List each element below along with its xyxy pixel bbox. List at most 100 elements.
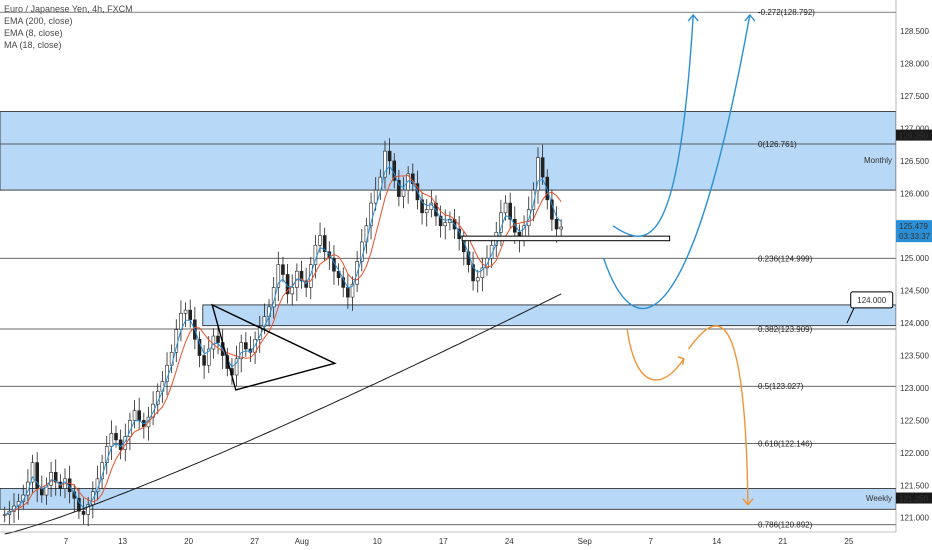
candle [244, 332, 248, 357]
candle-body [53, 472, 58, 483]
candle [26, 469, 30, 505]
projection-orange-2 [687, 325, 749, 505]
candle-body [364, 225, 369, 243]
time-tick-label: Sep [578, 537, 593, 546]
candle-body [480, 267, 485, 278]
candle [104, 435, 109, 475]
candle-body [406, 173, 410, 191]
candle [81, 498, 86, 525]
legend-ma18: MA (18, close) [4, 40, 62, 50]
candle-body [239, 342, 244, 360]
price-tick-label: 128.500 [900, 27, 929, 36]
callout-box [850, 291, 894, 309]
candle-body [485, 257, 489, 269]
candle-body [336, 270, 341, 278]
price-tick-label: 124.000 [900, 319, 929, 328]
candle [53, 459, 58, 496]
price-tick-label: 125.000 [900, 254, 929, 263]
candle-body [540, 157, 545, 178]
candle-body [202, 355, 206, 366]
candle [485, 245, 489, 276]
candle [118, 429, 123, 460]
candle-body [420, 199, 424, 214]
ema200-line [4, 293, 562, 535]
time-tick-label: Aug [295, 537, 309, 546]
candle-body [554, 218, 559, 230]
price-tick-label: 121.000 [900, 514, 929, 523]
candle [508, 192, 512, 230]
price-tick-label: 126.000 [900, 189, 929, 198]
price-tick-label: 121.500 [900, 481, 929, 490]
candle-body [373, 189, 378, 204]
candle [322, 227, 327, 262]
ema8-line [4, 165, 562, 515]
candle-body [188, 309, 193, 321]
candle-body [438, 215, 443, 227]
candle [160, 371, 165, 403]
candle [540, 144, 545, 185]
candle [531, 182, 536, 222]
zone-price-tag [896, 492, 932, 504]
candle-body [350, 283, 355, 298]
projection-orange-1 [626, 329, 685, 381]
candle-body [26, 481, 30, 496]
zone-weekly [0, 488, 897, 510]
candle [420, 192, 424, 225]
projection-blue-2 [602, 14, 751, 310]
last-price-label: 125.479 [899, 222, 928, 231]
candle [336, 263, 341, 286]
candle-body [35, 462, 39, 489]
legend-ema8: EMA (8, close) [4, 28, 63, 38]
candle-body [475, 277, 480, 282]
candle [206, 336, 211, 374]
candle [359, 229, 364, 272]
retest-box [461, 235, 671, 242]
candle [406, 166, 410, 204]
time-tick-label: 25 [844, 537, 853, 546]
candle [202, 345, 206, 379]
candle [281, 256, 285, 283]
candle [30, 454, 35, 494]
legend-ema200: EMA (200, close) [4, 16, 73, 26]
candle-body [508, 202, 512, 220]
last-price-tag [896, 220, 932, 243]
candle [234, 345, 239, 387]
candle-body [248, 348, 253, 353]
candle-body [536, 157, 540, 191]
zone-price-tag-label: 126.250 [899, 132, 928, 141]
candle [165, 352, 169, 396]
time-tick-label: 14 [712, 537, 721, 546]
candle [216, 325, 220, 355]
candle-body [114, 433, 118, 441]
candle-body [503, 202, 508, 214]
candle [475, 269, 480, 293]
fib-label: 0(126.761) [758, 140, 797, 149]
candle-body [531, 189, 536, 210]
candle [137, 397, 141, 431]
candle [295, 263, 299, 302]
projection-blue-1 [612, 14, 694, 237]
chart-legend: Euro / Japanese Yen, 4h, FXCM EMA (200, … [4, 3, 133, 51]
candle-body [109, 433, 114, 447]
candle-body [369, 202, 373, 227]
arrow-down-orange [742, 498, 754, 506]
zone-price-tag-label: 121.250 [899, 495, 928, 504]
price-tick-label: 127.500 [900, 92, 929, 101]
price-tick-label: 128.000 [900, 60, 929, 69]
candle [387, 138, 392, 175]
candle-body [346, 287, 350, 298]
candle [424, 199, 429, 227]
candle-body [471, 264, 475, 282]
candle-body [81, 510, 86, 515]
candle [550, 189, 554, 231]
candle-body [244, 342, 248, 350]
candle-body [499, 212, 503, 233]
time-tick-label: 21 [778, 537, 787, 546]
candle [383, 140, 387, 189]
candle-body [86, 504, 90, 515]
candle-body [276, 264, 281, 288]
candle-body [299, 270, 304, 282]
candle [174, 319, 179, 363]
candle-body [49, 472, 53, 486]
